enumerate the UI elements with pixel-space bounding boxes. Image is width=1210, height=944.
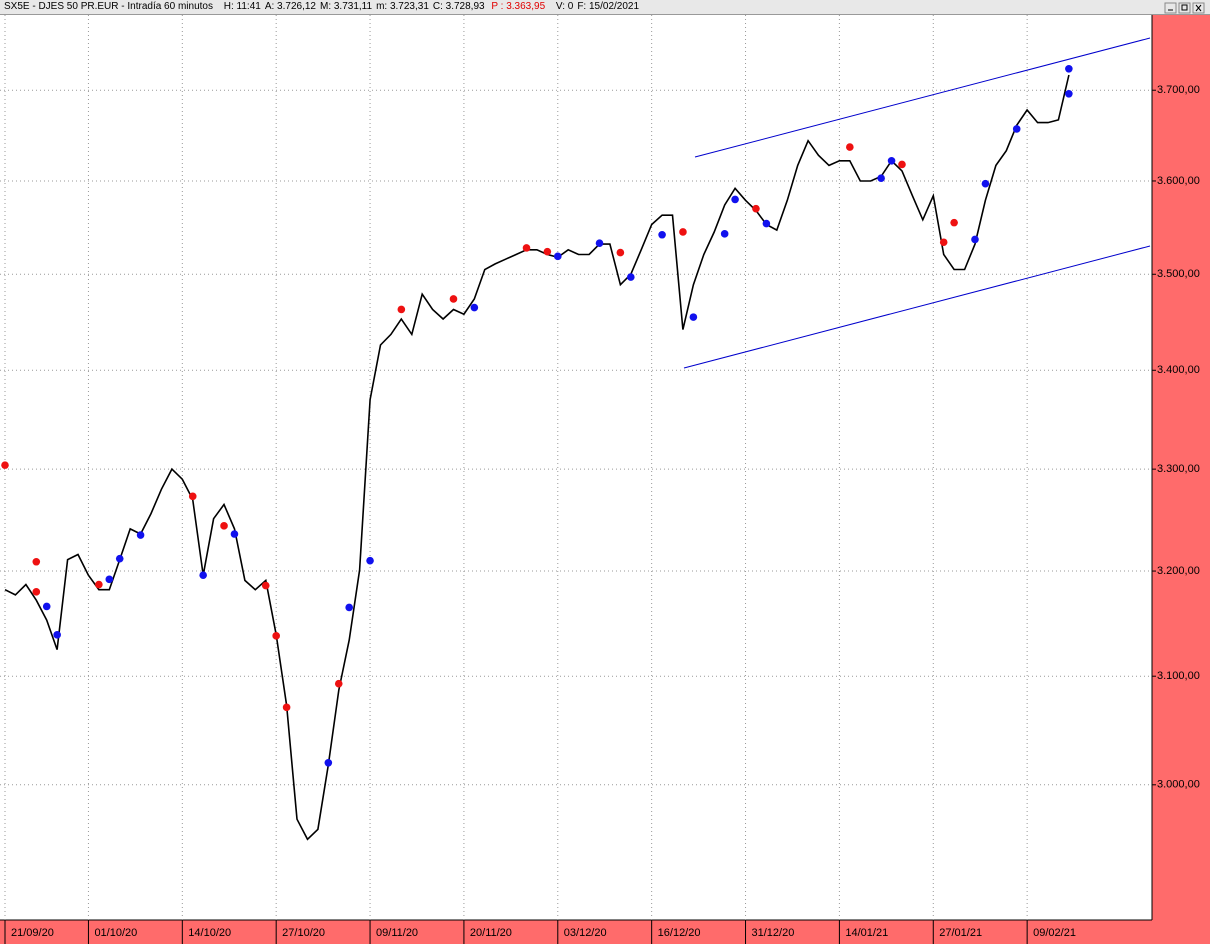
signal-dot bbox=[1065, 90, 1073, 98]
signal-dot bbox=[1065, 65, 1073, 73]
x-axis-band bbox=[0, 920, 1210, 944]
signal-dot bbox=[230, 530, 239, 538]
signal-dot bbox=[1012, 125, 1021, 133]
y-tick-label: 3.400,00 bbox=[1157, 364, 1200, 376]
x-tick-label: 01/10/20 bbox=[94, 927, 137, 939]
y-tick-label: 3.500,00 bbox=[1157, 268, 1200, 280]
signal-dot bbox=[887, 156, 896, 165]
signal-dot bbox=[658, 230, 666, 239]
x-tick-label: 16/12/20 bbox=[658, 927, 701, 939]
title: SX5E - DJES 50 PR.EUR - Intradía 60 minu… bbox=[4, 1, 213, 12]
field: m: 3.723,31 bbox=[376, 1, 429, 12]
signal-dot bbox=[877, 174, 885, 183]
signal-dot bbox=[220, 522, 228, 530]
signal-dot bbox=[397, 305, 406, 314]
signal-dot bbox=[898, 160, 906, 169]
y-tick-label: 3.100,00 bbox=[1157, 670, 1200, 682]
y-tick-label: 3.000,00 bbox=[1157, 779, 1200, 791]
trend-line bbox=[694, 37, 1151, 158]
signal-dot bbox=[553, 252, 562, 261]
field: A: 3.726,12 bbox=[264, 1, 316, 12]
signal-dot bbox=[731, 195, 739, 204]
price-line bbox=[4, 74, 1070, 841]
trend-line bbox=[683, 245, 1151, 369]
signal-dot bbox=[32, 557, 41, 566]
field: C: 3.728,93 bbox=[432, 1, 485, 12]
signal-dot bbox=[345, 603, 353, 612]
field: V: 0 bbox=[555, 1, 574, 12]
y-tick-label: 3.600,00 bbox=[1157, 175, 1200, 187]
minimize-button[interactable] bbox=[1164, 2, 1177, 14]
signal-dot bbox=[762, 219, 771, 228]
signal-dot bbox=[470, 303, 479, 312]
x-tick-label: 09/11/20 bbox=[376, 927, 418, 939]
x-tick-label: 31/12/20 bbox=[752, 927, 795, 939]
signal-dot bbox=[522, 244, 531, 252]
signal-dot bbox=[366, 556, 374, 565]
y-tick-label: 3.200,00 bbox=[1157, 565, 1200, 577]
signal-dot bbox=[752, 204, 760, 213]
signal-dot bbox=[720, 230, 729, 238]
signal-dot bbox=[115, 554, 124, 563]
x-tick-label: 14/10/20 bbox=[188, 927, 231, 939]
y-tick-label: 3.700,00 bbox=[1157, 84, 1200, 96]
x-tick-label: 20/11/20 bbox=[470, 927, 512, 939]
signal-dot bbox=[105, 575, 114, 584]
signal-dot bbox=[199, 571, 207, 579]
signal-dot bbox=[334, 679, 343, 688]
signal-dot bbox=[449, 295, 458, 303]
field: M: 3.731,11 bbox=[319, 1, 373, 12]
y-tick-label: 3.300,00 bbox=[1157, 463, 1200, 475]
highlight: P : 3.363,95 bbox=[491, 1, 546, 12]
signal-dot bbox=[971, 235, 979, 244]
close-icon bbox=[1195, 4, 1202, 12]
x-tick-label: 03/12/20 bbox=[564, 927, 607, 939]
window-buttons[interactable] bbox=[1164, 2, 1205, 14]
field: F: 15/02/2021 bbox=[577, 1, 640, 12]
signal-dot bbox=[261, 581, 270, 590]
signal-dot bbox=[272, 632, 280, 640]
signal-dot bbox=[543, 247, 552, 256]
field: H: 11:41 bbox=[223, 1, 261, 12]
signal-dot bbox=[324, 758, 333, 767]
signal-dot bbox=[616, 248, 625, 257]
signal-dot bbox=[981, 179, 990, 188]
signal-dot bbox=[1, 461, 9, 469]
x-tick-label: 27/01/21 bbox=[939, 927, 982, 939]
maximize-button[interactable] bbox=[1178, 2, 1191, 14]
signal-dot bbox=[42, 602, 51, 611]
signal-dot bbox=[95, 580, 103, 589]
tail-fields: V: 0 F: 15/02/2021 bbox=[552, 1, 639, 12]
y-axis-band bbox=[1152, 15, 1210, 944]
signal-dot bbox=[32, 588, 41, 596]
title-bar: SX5E - DJES 50 PR.EUR - Intradía 60 minu… bbox=[0, 0, 1210, 15]
signal-dot bbox=[679, 228, 687, 236]
fields: H: 11:41 A: 3.726,12 M: 3.731,11 m: 3.723,3… bbox=[220, 1, 485, 12]
signal-dot bbox=[188, 492, 197, 501]
signal-dot bbox=[950, 218, 958, 227]
signal-dot bbox=[689, 313, 698, 321]
signal-dot bbox=[627, 273, 635, 281]
signal-dot bbox=[136, 531, 145, 539]
x-tick-label: 14/01/21 bbox=[845, 927, 888, 939]
x-tick-label: 27/10/20 bbox=[282, 927, 325, 939]
signal-dot bbox=[846, 143, 854, 151]
maximize-icon bbox=[1181, 4, 1188, 11]
signal-dot bbox=[595, 239, 604, 247]
signal-dot bbox=[282, 703, 291, 712]
signal-dot bbox=[53, 630, 61, 639]
x-tick-label: 21/09/20 bbox=[11, 927, 54, 939]
signal-dot bbox=[939, 238, 948, 247]
x-tick-label: 09/02/21 bbox=[1033, 927, 1076, 939]
